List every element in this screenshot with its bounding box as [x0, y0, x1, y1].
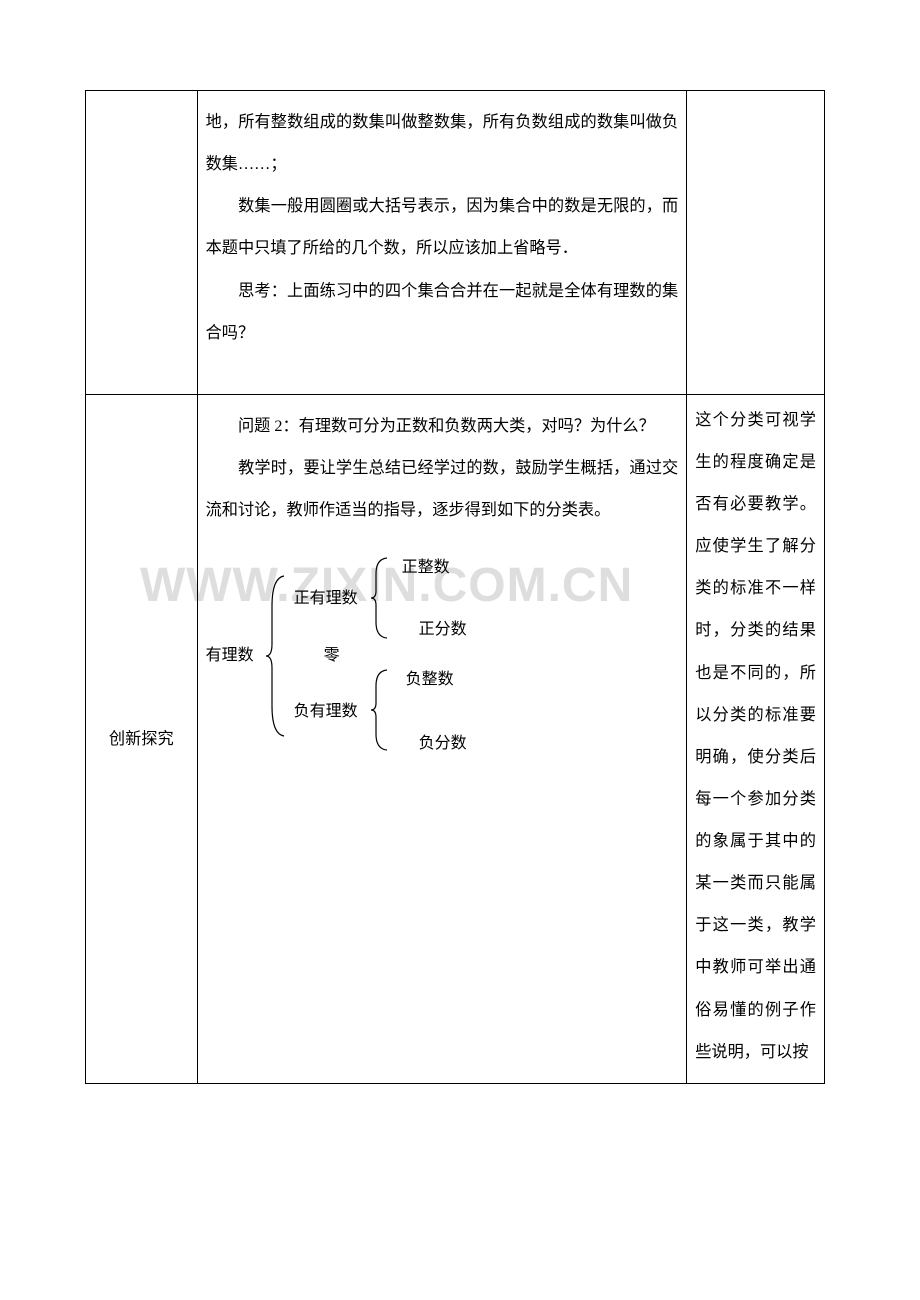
tree-neg-int: 负整数	[406, 672, 454, 688]
row2-notes: 这个分类可视学生的程度确定是否有必要教学。应使学生了解分类的标准不一样时，分类的…	[687, 394, 825, 1083]
row2-notes-text: 这个分类可视学生的程度确定是否有必要教学。应使学生了解分类的标准不一样时，分类的…	[695, 399, 816, 1073]
row2-para-text: 教学时，要让学生总结已经学过的数，鼓励学生概括，通过交流和讨论，教师作适当的指导…	[206, 459, 679, 519]
tree-pos-rational: 正有理数	[294, 591, 358, 607]
row1-line2: 数集一般用圆圈或大括号表示，因为集合中的数是无限的，而本题中只填了所给的几个数，…	[206, 185, 679, 269]
tree-neg-frac: 负分数	[419, 736, 467, 752]
brace-icon	[371, 558, 389, 638]
table-row: 地，所有整数组成的数集叫做整数集，所有负数组成的数集叫做负数集……； 数集一般用…	[86, 91, 825, 395]
row2-q-text: 问题 2：有理数可分为正数和负数两大类，对吗？为什么？	[238, 417, 655, 435]
brace-icon	[371, 670, 389, 750]
classification-tree: 有理数 正有理数 零 负有理数 正整数 正分数	[206, 546, 656, 766]
row1-line2-text: 数集一般用圆圈或大括号表示，因为集合中的数是无限的，而本题中只填了所给的几个数，…	[206, 197, 679, 257]
tree-neg-rational: 负有理数	[294, 704, 358, 720]
tree-zero: 零	[324, 648, 340, 664]
table-row: 创新探究 问题 2：有理数可分为正数和负数两大类，对吗？为什么？ 教学时，要让学…	[86, 394, 825, 1083]
row1-notes	[687, 91, 825, 395]
brace-icon	[266, 576, 286, 736]
row1-line3: 思考：上面练习中的四个集合合并在一起就是全体有理数的集合吗？	[206, 270, 679, 354]
row2-para: 教学时，要让学生总结已经学过的数，鼓励学生概括，通过交流和讨论，教师作适当的指导…	[206, 447, 679, 531]
row2-label: 创新探究	[86, 394, 198, 1083]
row2-q: 问题 2：有理数可分为正数和负数两大类，对吗？为什么？	[206, 405, 679, 447]
tree-root: 有理数	[206, 648, 254, 664]
main-table: 地，所有整数组成的数集叫做整数集，所有负数组成的数集叫做负数集……； 数集一般用…	[85, 90, 825, 1084]
row1-label	[86, 91, 198, 395]
tree-pos-int: 正整数	[402, 560, 450, 576]
row1-line1: 地，所有整数组成的数集叫做整数集，所有负数组成的数集叫做负数集……；	[206, 101, 679, 185]
row2-body: 问题 2：有理数可分为正数和负数两大类，对吗？为什么？ 教学时，要让学生总结已经…	[197, 394, 687, 1083]
row1-body: 地，所有整数组成的数集叫做整数集，所有负数组成的数集叫做负数集……； 数集一般用…	[197, 91, 687, 395]
row1-line3-text: 思考：上面练习中的四个集合合并在一起就是全体有理数的集合吗？	[206, 282, 679, 342]
tree-pos-frac: 正分数	[419, 622, 467, 638]
document-page: 地，所有整数组成的数集叫做整数集，所有负数组成的数集叫做负数集……； 数集一般用…	[0, 0, 920, 1144]
